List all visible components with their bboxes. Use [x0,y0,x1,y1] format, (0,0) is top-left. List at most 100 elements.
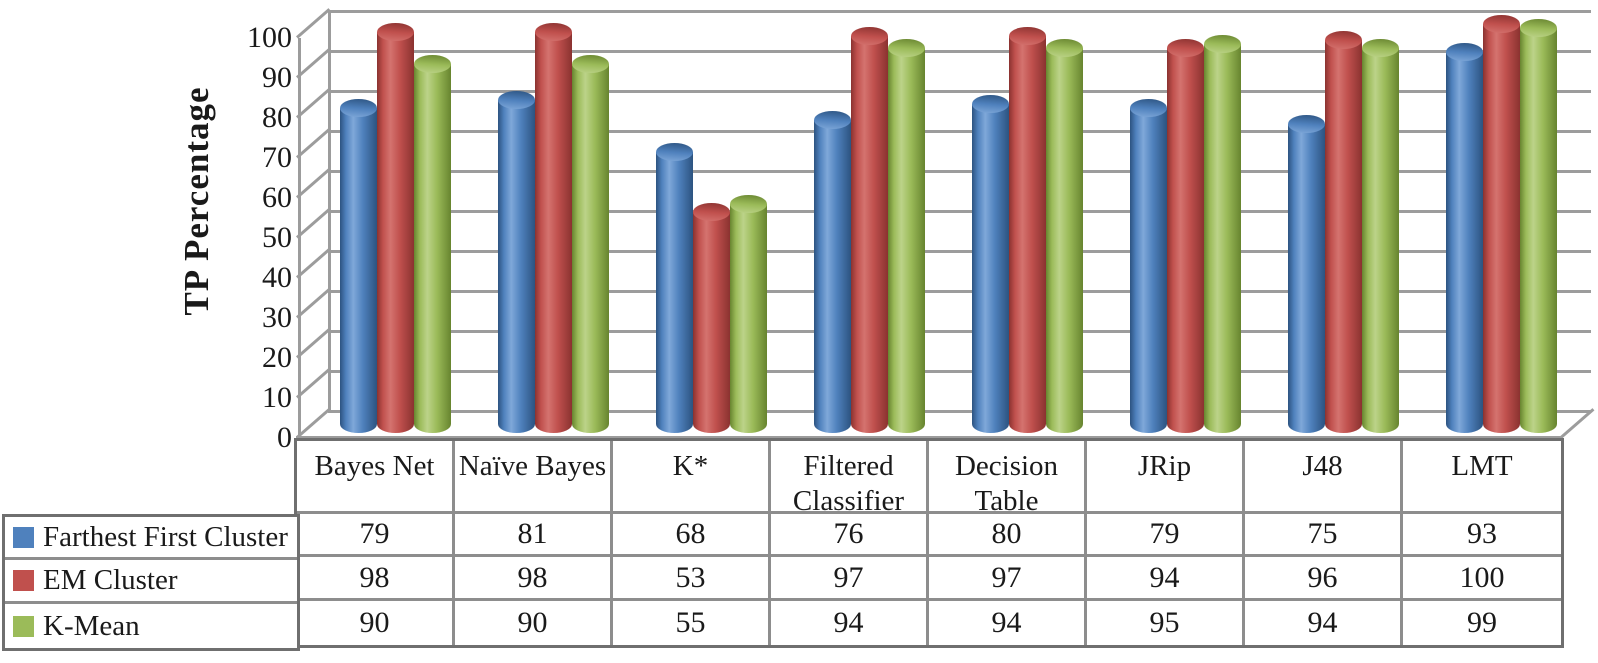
table-value-cell: 80 [929,514,1087,557]
legend-marker-icon [13,570,34,591]
cylinder-bar [1446,43,1483,433]
cylinder-top-cap [535,23,572,41]
table-value-cell: 98 [297,557,455,601]
cylinder-top-cap [498,91,535,109]
cylinder-bar [535,23,572,433]
left-wall-gridline [296,128,331,159]
y-axis-tick-label: 60 [262,181,292,214]
table-header-cell: Decision Table [929,441,1087,517]
table-value-cell: 99 [1467,606,1497,639]
cylinder-bar [1130,99,1167,433]
legend-series-label: EM Cluster [43,564,178,596]
back-wall-gridline [328,210,1591,213]
legend-row: K-Mean [5,604,297,648]
cylinder-top-cap [814,111,851,129]
back-wall-gridline [328,410,1591,413]
left-wall-gridline [296,88,331,119]
y-axis-tick-label: 40 [262,261,292,294]
cylinder-bar [851,27,888,433]
cylinder-bar [1009,27,1046,433]
cylinder-top-cap [414,55,451,73]
table-header-cell: LMT [1403,441,1561,514]
cylinder-top-cap [1167,39,1204,57]
cylinder-top-cap [972,95,1009,113]
table-value-cell: 75 [1245,514,1403,557]
cylinder-body [1288,124,1325,433]
cylinder-body [1130,108,1167,433]
cylinder-body [498,100,535,433]
table-value-cell: 76 [771,514,929,557]
table-header-cell: JRip [1087,441,1245,514]
data-table: Bayes Net Naïve Bayes K* Filtered Classifie… [294,438,1564,648]
cylinder-bar [888,39,925,433]
cylinder-bar [377,23,414,433]
left-wall-gridline [296,168,331,199]
left-wall-gridline [296,328,331,359]
back-wall-gridline [328,290,1591,293]
legend-marker-icon [13,526,34,548]
cylinder-body [972,104,1009,433]
back-wall-gridline [328,50,1591,53]
cylinder-top-cap [656,143,693,161]
cylinder-top-cap [1046,39,1083,57]
cylinder-body [888,48,925,433]
cylinder-body [1483,24,1520,433]
y-axis-tick-label: 0 [277,421,292,454]
cylinder-body [340,108,377,433]
table-value-cell: 100 [1403,557,1561,601]
back-wall-gridline [328,170,1591,173]
cylinder-bar [1325,31,1362,433]
y-axis-tick-label: 50 [262,221,292,254]
left-wall-gridline [296,368,331,399]
cylinder-top-cap [1362,39,1399,57]
cylinder-top-cap [377,23,414,41]
cylinder-body [1325,40,1362,433]
cylinder-body [693,212,730,433]
y-axis-line [298,38,301,446]
cylinder-bar [1362,39,1399,433]
left-wall-gridline [296,408,331,439]
cylinder-body [572,64,609,433]
cylinder-top-cap [1009,27,1046,45]
back-wall-left-edge [328,10,331,410]
legend-row: Farthest First Cluster [5,517,297,560]
cylinder-body [1362,48,1399,433]
table-value-cell: 68 [613,514,771,557]
cylinder-bar [1483,15,1520,433]
table-value-cell: 79 [297,514,455,557]
cylinder-bar [414,55,451,433]
cylinder-body [1520,28,1557,433]
table-header-cell: Filtered Classifier [771,441,929,517]
legend-series-label: Farthest First Cluster [43,520,288,553]
table-value-cell: 94 [1087,557,1245,601]
cylinder-bar [730,195,767,433]
left-wall-gridline [296,48,331,79]
back-wall-gridline [328,250,1591,253]
cylinder-body [851,36,888,433]
table-value-cell: 94 [771,601,929,645]
table-value-cell: 93 [1403,514,1561,557]
y-axis-tick-label: 100 [247,21,292,54]
cylinder-body [535,32,572,433]
table-header-cell: Naïve Bayes [455,441,613,514]
cylinder-top-cap [1130,99,1167,117]
table-value-cell: 90 [455,601,613,645]
cylinder-top-cap [888,39,925,57]
cylinder-body [1204,44,1241,433]
table-value-cell: 81 [455,514,613,557]
cylinder-bar [814,111,851,433]
table-value-cell: 98 [455,557,613,601]
cylinder-body [1046,48,1083,433]
table-value-cell: 95 [1087,601,1245,645]
cylinder-body [414,64,451,433]
cylinder-body [656,152,693,433]
cylinder-bar [656,143,693,433]
cylinder-body [1009,36,1046,433]
cylinder-top-cap [1204,35,1241,53]
legend-marker-icon [13,615,34,637]
cylinder-top-cap [1446,43,1483,61]
cylinder-body [1167,48,1204,433]
cylinder-top-cap [1483,15,1520,33]
back-wall-gridline [328,130,1591,133]
